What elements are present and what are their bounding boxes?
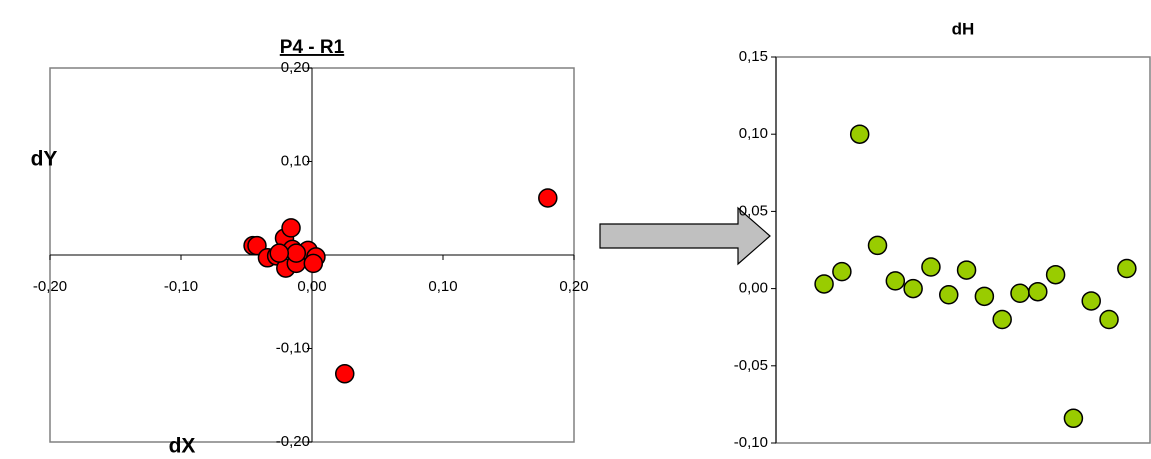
x-tick-label: -0,10 bbox=[164, 278, 198, 295]
x-tick-label: -0,20 bbox=[33, 278, 67, 295]
x-tick-label: 0,20 bbox=[559, 278, 588, 295]
y-tick-label: 0,05 bbox=[739, 202, 768, 219]
point bbox=[832, 261, 852, 282]
y-tick-label: 0,10 bbox=[281, 152, 310, 169]
y-tick-label: 0,15 bbox=[739, 48, 768, 65]
point bbox=[1010, 283, 1030, 303]
x-tick-label: 0,00 bbox=[297, 278, 326, 295]
point bbox=[538, 188, 558, 208]
chart-title: dH bbox=[952, 19, 975, 38]
x-tick-label: 0,10 bbox=[428, 278, 457, 295]
y-tick-label: -0,10 bbox=[734, 434, 768, 451]
arrow bbox=[599, 206, 771, 266]
point bbox=[814, 274, 834, 294]
y-tick-label: 0,00 bbox=[739, 280, 768, 297]
point bbox=[939, 285, 959, 305]
y-tick-label: 0,20 bbox=[281, 59, 310, 76]
point bbox=[286, 243, 307, 263]
point bbox=[956, 260, 977, 280]
point bbox=[921, 257, 941, 277]
point bbox=[1099, 309, 1119, 330]
point bbox=[335, 363, 355, 384]
point bbox=[1028, 281, 1048, 302]
point bbox=[903, 278, 923, 299]
point bbox=[303, 253, 324, 274]
y-tick-label: -0,10 bbox=[276, 339, 310, 356]
point bbox=[992, 309, 1012, 330]
point bbox=[269, 243, 289, 263]
point bbox=[1117, 258, 1137, 279]
point bbox=[281, 218, 301, 238]
x-axis-label: dX bbox=[169, 435, 196, 458]
point bbox=[1081, 291, 1101, 311]
point bbox=[849, 124, 870, 144]
y-tick-label: -0,20 bbox=[276, 433, 310, 450]
point bbox=[885, 271, 906, 291]
point bbox=[1045, 264, 1066, 285]
point bbox=[867, 235, 888, 256]
chart-title: P4 - R1 bbox=[280, 37, 345, 58]
y-tick-label: -0,05 bbox=[734, 357, 768, 374]
y-axis-label: dY bbox=[31, 148, 58, 171]
point bbox=[1063, 408, 1084, 429]
y-tick-label: 0,10 bbox=[739, 125, 768, 142]
point bbox=[974, 286, 995, 307]
plot-area bbox=[775, 56, 1151, 444]
